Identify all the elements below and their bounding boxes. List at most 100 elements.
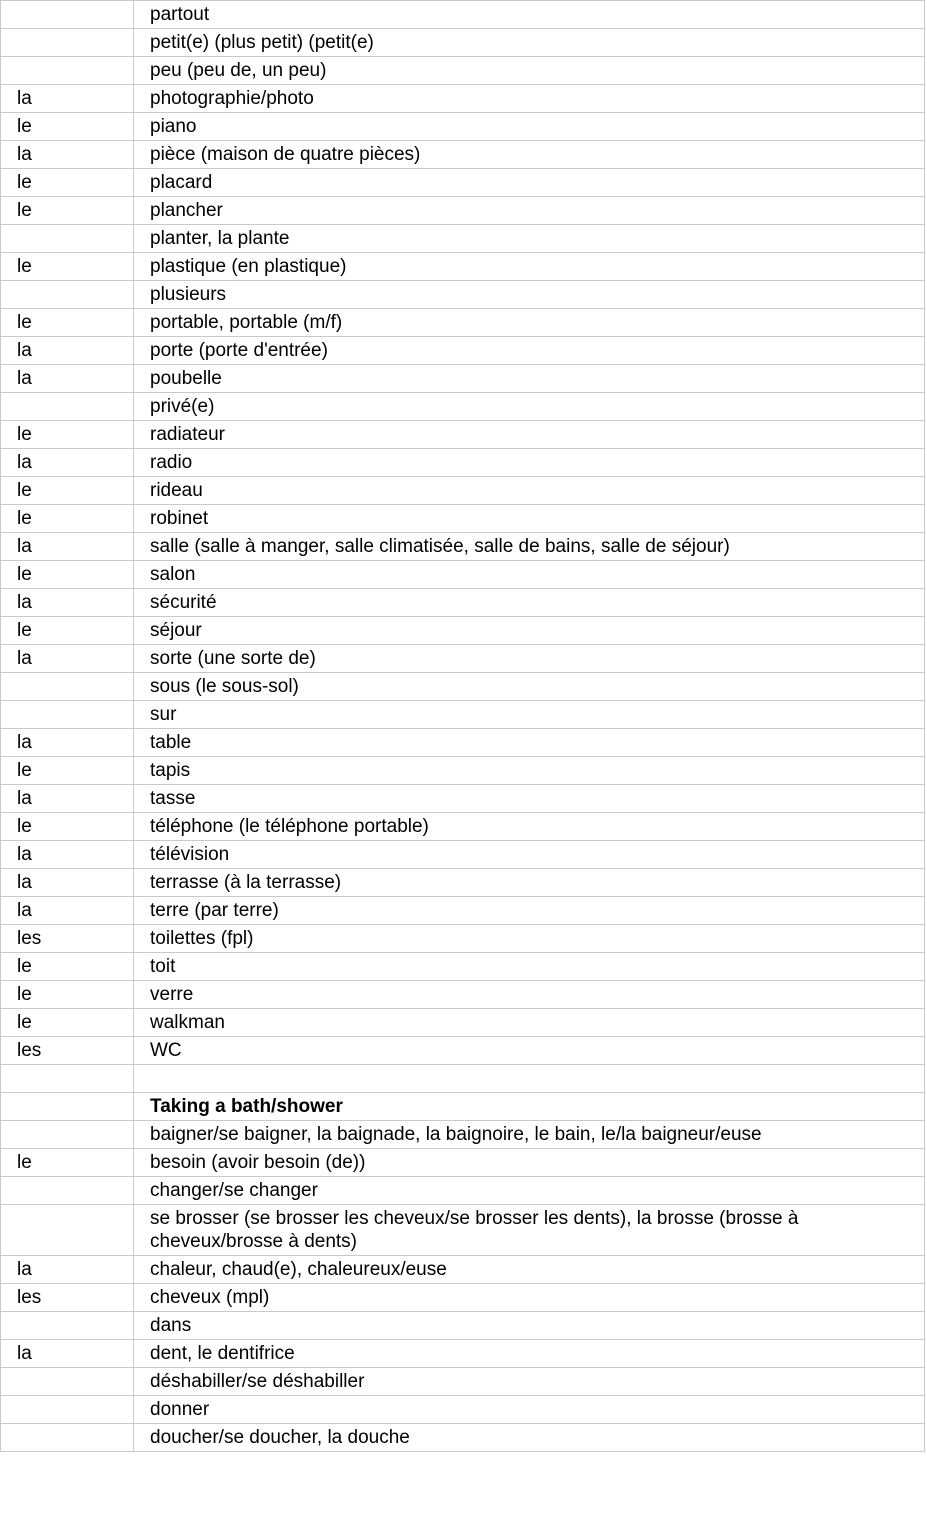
- article-cell: le: [0, 616, 134, 645]
- article-cell: la: [0, 336, 134, 365]
- term-cell: sur: [133, 700, 925, 729]
- term-cell: sécurité: [133, 588, 925, 617]
- vocab-table-body: partout petit(e) (plus petit) (petit(e) pe…: [0, 0, 925, 1452]
- term-cell: placard: [133, 168, 925, 197]
- term-cell: WC: [133, 1036, 925, 1065]
- term-cell: déshabiller/se déshabiller: [133, 1367, 925, 1396]
- table-row: la chaleur, chaud(e), chaleureux/euse: [0, 1255, 925, 1284]
- term-cell: peu (peu de, un peu): [133, 56, 925, 85]
- article-cell: la: [0, 140, 134, 169]
- table-row: Taking a bath/shower: [0, 1092, 925, 1121]
- article-cell: [0, 700, 134, 729]
- article-cell: la: [0, 532, 134, 561]
- term-cell: photographie/photo: [133, 84, 925, 113]
- table-row: la terre (par terre): [0, 896, 925, 925]
- term-cell: changer/se changer: [133, 1176, 925, 1205]
- article-cell: le: [0, 1008, 134, 1037]
- table-row: déshabiller/se déshabiller: [0, 1367, 925, 1396]
- term-cell: baigner/se baigner, la baignade, la baig…: [133, 1120, 925, 1149]
- term-cell: doucher/se doucher, la douche: [133, 1423, 925, 1452]
- article-cell: [0, 280, 134, 309]
- table-row: le salon: [0, 560, 925, 589]
- term-cell: table: [133, 728, 925, 757]
- article-cell: [0, 392, 134, 421]
- term-cell: piano: [133, 112, 925, 141]
- term-cell: salle (salle à manger, salle climatisée,…: [133, 532, 925, 561]
- table-row: dans: [0, 1311, 925, 1340]
- article-cell: [0, 28, 134, 57]
- term-cell: toilettes (fpl): [133, 924, 925, 953]
- table-row: planter, la plante: [0, 224, 925, 253]
- term-cell: porte (porte d'entrée): [133, 336, 925, 365]
- article-cell: les: [0, 1036, 134, 1065]
- table-row: la télévision: [0, 840, 925, 869]
- article-cell: le: [0, 560, 134, 589]
- article-cell: la: [0, 868, 134, 897]
- table-row: la dent, le dentifrice: [0, 1339, 925, 1368]
- table-row: la poubelle: [0, 364, 925, 393]
- article-cell: [0, 56, 134, 85]
- article-cell: le: [0, 476, 134, 505]
- term-cell: tasse: [133, 784, 925, 813]
- table-row: le besoin (avoir besoin (de)): [0, 1148, 925, 1177]
- table-row: le walkman: [0, 1008, 925, 1037]
- article-cell: le: [0, 168, 134, 197]
- term-cell: dans: [133, 1311, 925, 1340]
- article-cell: la: [0, 1339, 134, 1368]
- term-cell: sous (le sous-sol): [133, 672, 925, 701]
- table-row: le plastique (en plastique): [0, 252, 925, 281]
- table-row: le toit: [0, 952, 925, 981]
- table-row: les cheveux (mpl): [0, 1283, 925, 1312]
- term-cell: rideau: [133, 476, 925, 505]
- section-header-cell: Taking a bath/shower: [133, 1092, 925, 1121]
- article-cell: [0, 1204, 134, 1256]
- table-row: le verre: [0, 980, 925, 1009]
- table-row: la photographie/photo: [0, 84, 925, 113]
- term-cell: poubelle: [133, 364, 925, 393]
- table-row: le piano: [0, 112, 925, 141]
- term-cell: donner: [133, 1395, 925, 1424]
- article-cell: les: [0, 1283, 134, 1312]
- term-cell: séjour: [133, 616, 925, 645]
- article-cell: le: [0, 952, 134, 981]
- term-cell: plancher: [133, 196, 925, 225]
- article-cell: [0, 1064, 134, 1093]
- article-cell: la: [0, 644, 134, 673]
- table-row: la salle (salle à manger, salle climatisé…: [0, 532, 925, 561]
- term-cell: [133, 1064, 925, 1093]
- article-cell: la: [0, 448, 134, 477]
- term-cell: robinet: [133, 504, 925, 533]
- term-cell: walkman: [133, 1008, 925, 1037]
- article-cell: le: [0, 252, 134, 281]
- article-cell: le: [0, 420, 134, 449]
- article-cell: le: [0, 112, 134, 141]
- term-cell: se brosser (se brosser les cheveux/se br…: [133, 1204, 925, 1256]
- table-row: le rideau: [0, 476, 925, 505]
- table-row: la tasse: [0, 784, 925, 813]
- table-row: le radiateur: [0, 420, 925, 449]
- article-cell: [0, 1092, 134, 1121]
- term-cell: toit: [133, 952, 925, 981]
- term-cell: terrasse (à la terrasse): [133, 868, 925, 897]
- article-cell: le: [0, 1148, 134, 1177]
- table-row: doucher/se doucher, la douche: [0, 1423, 925, 1452]
- article-cell: la: [0, 896, 134, 925]
- table-row: petit(e) (plus petit) (petit(e): [0, 28, 925, 57]
- table-row: le tapis: [0, 756, 925, 785]
- term-cell: plastique (en plastique): [133, 252, 925, 281]
- table-row: la porte (porte d'entrée): [0, 336, 925, 365]
- article-cell: [0, 1176, 134, 1205]
- term-cell: portable, portable (m/f): [133, 308, 925, 337]
- term-cell: radiateur: [133, 420, 925, 449]
- article-cell: la: [0, 1255, 134, 1284]
- table-row: la table: [0, 728, 925, 757]
- article-cell: [0, 224, 134, 253]
- vocab-table: partout petit(e) (plus petit) (petit(e) pe…: [0, 0, 925, 1452]
- article-cell: le: [0, 756, 134, 785]
- table-row: les toilettes (fpl): [0, 924, 925, 953]
- article-cell: [0, 1395, 134, 1424]
- table-row: le placard: [0, 168, 925, 197]
- table-row: le portable, portable (m/f): [0, 308, 925, 337]
- article-cell: le: [0, 504, 134, 533]
